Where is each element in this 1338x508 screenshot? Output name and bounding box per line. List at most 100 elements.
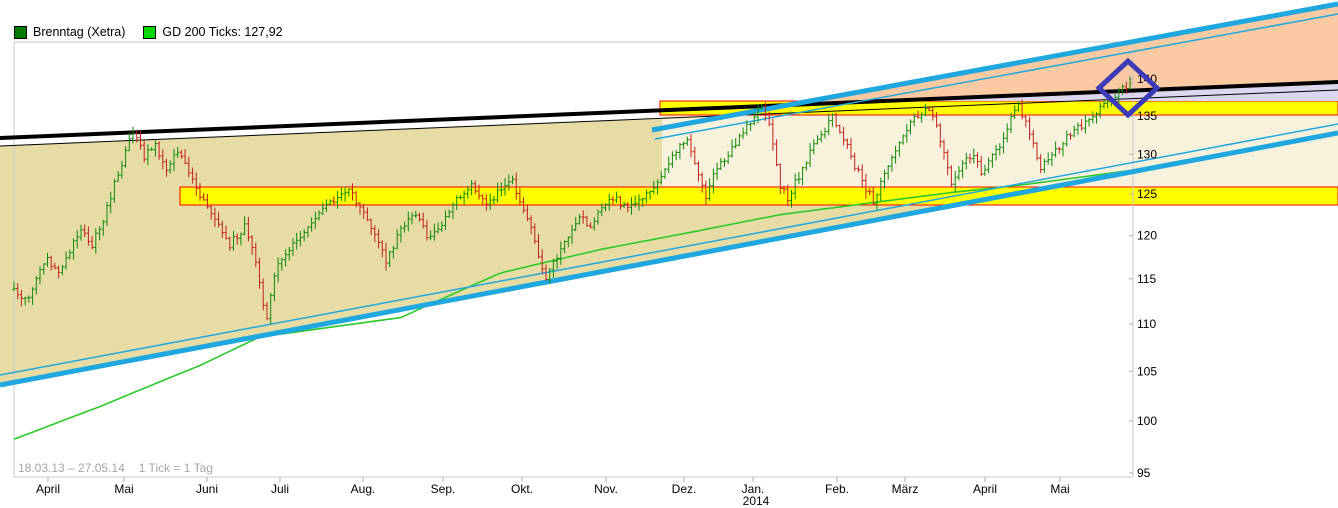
ohlc-bar <box>681 141 686 150</box>
ohlc-bar <box>481 194 485 205</box>
tick-scale-label: 1 Tick = 1 Tag <box>138 461 213 475</box>
ohlc-bar <box>1102 98 1106 109</box>
ohlc-bar <box>986 157 991 174</box>
ohlc-bar <box>417 212 422 222</box>
ohlc-bar <box>1039 154 1043 174</box>
ohlc-bar <box>1020 99 1024 120</box>
ohlc-bar <box>317 210 321 221</box>
ohlc-bar <box>786 184 790 206</box>
ohlc-bar <box>540 249 544 274</box>
ohlc-bar <box>38 266 42 285</box>
ohlc-bar <box>927 106 931 112</box>
ohlc-bar <box>1005 123 1009 143</box>
ohlc-bar <box>265 302 269 321</box>
ohlc-bar <box>1091 111 1095 124</box>
y-axis-label: 110 <box>1137 317 1156 331</box>
ohlc-bar <box>819 130 823 143</box>
ohlc-bar <box>674 150 678 160</box>
ohlc-bar <box>455 195 459 210</box>
ohlc-bar <box>332 196 336 206</box>
ohlc-bar <box>477 184 481 200</box>
ohlc-bar <box>934 111 939 128</box>
ohlc-bar <box>216 211 221 228</box>
ohlc-bar <box>179 150 184 159</box>
ohlc-bar <box>280 257 284 271</box>
ohlc-bar <box>484 194 489 211</box>
ohlc-bar <box>912 113 916 127</box>
ohlc-bar <box>596 209 600 225</box>
ohlc-bar <box>644 189 649 204</box>
ohlc-bar <box>897 141 902 157</box>
ohlc-bar <box>536 233 541 259</box>
ohlc-bar <box>388 250 392 268</box>
date-range-label: 18.03.13 – 27.05.14 <box>18 461 125 475</box>
y-axis-label: 135 <box>1137 109 1157 123</box>
ohlc-bar <box>507 174 511 191</box>
ohlc-bar <box>213 207 217 227</box>
ohlc-bar <box>56 265 61 279</box>
ohlc-bar <box>577 214 582 225</box>
ohlc-bar <box>384 242 388 271</box>
ohlc-bar <box>309 217 314 232</box>
ohlc-bar <box>68 249 72 260</box>
x-axis-month-label: Juli <box>271 482 289 496</box>
ohlc-bar <box>45 252 50 267</box>
legend-gd200-label: GD 200 Ticks: 127,92 <box>162 25 283 39</box>
ohlc-bar <box>83 224 87 238</box>
ohlc-bar <box>782 185 786 194</box>
ohlc-bar <box>711 168 716 194</box>
ohlc-bar <box>440 221 444 232</box>
ohlc-bar <box>287 247 291 261</box>
instrument-swatch-icon <box>14 25 27 39</box>
ohlc-bar <box>864 173 868 199</box>
ohlc-bar <box>853 152 857 172</box>
ohlc-bar <box>696 161 701 182</box>
x-axis-month-label: März <box>892 482 919 496</box>
ohlc-bar <box>406 211 410 232</box>
ohlc-bar <box>600 203 604 217</box>
ohlc-bar <box>269 293 273 324</box>
ohlc-bar <box>585 215 589 227</box>
ohlc-bar <box>670 151 675 168</box>
ohlc-bar <box>1042 158 1047 173</box>
ohlc-bar <box>841 126 846 146</box>
ohlc-bar <box>60 264 65 276</box>
ohlc-bar <box>827 113 831 136</box>
ohlc-bar <box>410 212 414 225</box>
ohlc-bar <box>860 164 864 188</box>
ohlc-bar <box>603 203 608 212</box>
ohlc-bar <box>960 160 965 178</box>
ohlc-bar <box>112 178 117 203</box>
ohlc-bar <box>693 146 697 165</box>
ohlc-bar <box>1024 114 1028 128</box>
ohlc-bar <box>365 207 370 222</box>
ohlc-bar <box>778 163 782 194</box>
ohlc-bar <box>298 231 303 247</box>
ohlc-bar <box>704 180 708 205</box>
ohlc-bar <box>354 190 358 208</box>
ohlc-bar <box>358 201 362 215</box>
ohlc-bar <box>149 147 154 151</box>
ohlc-bar <box>685 136 689 146</box>
ohlc-bar <box>949 165 954 187</box>
chart-footer: 18.03.13 – 27.05.14 1 Tick = 1 Tag <box>18 461 213 475</box>
ohlc-bar <box>756 104 760 124</box>
ohlc-bar <box>64 251 68 270</box>
ohlc-bar <box>239 232 243 246</box>
ohlc-bar <box>1065 130 1069 147</box>
ohlc-bar <box>529 215 533 235</box>
ohlc-bar <box>1083 114 1088 134</box>
ohlc-bar <box>127 133 131 152</box>
gd200-swatch-icon <box>143 25 157 39</box>
plot-frame <box>13 41 1134 478</box>
ohlc-bar <box>120 161 124 179</box>
ohlc-bar <box>473 180 477 195</box>
ohlc-bar <box>562 240 567 254</box>
ohlc-bar <box>97 226 102 241</box>
ohlc-bar <box>202 193 206 201</box>
ohlc-bar <box>1098 102 1102 118</box>
ohlc-bar <box>849 137 853 160</box>
ohlc-bar <box>71 238 76 260</box>
